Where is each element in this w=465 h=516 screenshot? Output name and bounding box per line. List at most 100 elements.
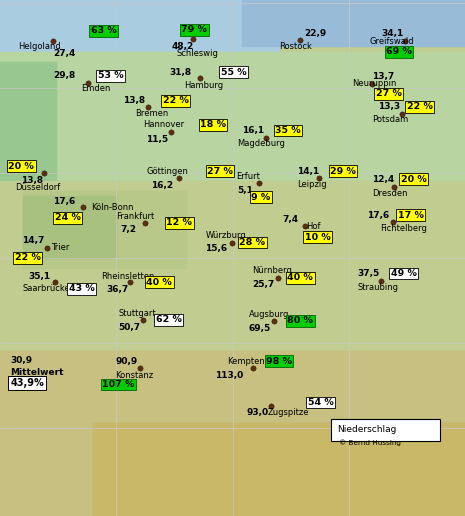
Text: 27,4: 27,4 [53,49,76,58]
Text: 27 %: 27 % [376,89,402,99]
Text: 28 %: 28 % [239,238,266,247]
Text: 16,1: 16,1 [242,126,264,135]
Text: © Bernd Hussing: © Bernd Hussing [339,439,400,445]
Text: 13,8: 13,8 [21,176,43,185]
Text: Göttingen: Göttingen [146,167,188,176]
Bar [46,52,465,165]
Text: 7,2: 7,2 [120,225,136,234]
Text: Augsburg: Augsburg [249,310,289,319]
Text: 13,8: 13,8 [123,96,146,105]
Text: Fichtelberg: Fichtelberg [380,224,427,233]
Text: 11,5: 11,5 [146,135,169,144]
Text: 40 %: 40 % [287,273,313,282]
Text: 93,0: 93,0 [246,408,269,417]
Text: 107 %: 107 % [102,380,135,389]
Text: 15,6: 15,6 [206,244,228,253]
Text: Erfurt: Erfurt [236,172,260,181]
Text: 29 %: 29 % [330,167,356,176]
Text: 79 %: 79 % [181,25,207,35]
Bar [116,0,279,52]
Text: 48,2: 48,2 [172,42,194,51]
Text: 30,9
Mittelwert: 30,9 Mittelwert [10,356,64,377]
Text: 7,4: 7,4 [283,215,299,224]
Text: 10 %: 10 % [305,233,330,242]
Text: 14,1: 14,1 [297,167,319,176]
Text: Hof: Hof [306,221,320,231]
Text: Würzburg: Würzburg [206,231,246,240]
Text: 22 %: 22 % [407,102,433,111]
Bar [0,181,465,361]
Text: 20 %: 20 % [401,174,426,184]
Text: 5,1: 5,1 [237,186,253,196]
Text: Schleswig: Schleswig [177,49,219,58]
Text: Köln-Bonn: Köln-Bonn [91,203,133,212]
Bar [242,0,465,46]
Text: 90,9: 90,9 [115,357,138,366]
Text: 13,7: 13,7 [372,72,394,81]
Text: 37,5: 37,5 [357,269,379,278]
Text: 53 %: 53 % [98,71,123,80]
Text: 69 %: 69 % [386,47,412,56]
Text: Emden: Emden [81,84,111,93]
Text: 69,5: 69,5 [249,324,271,333]
Text: 35,1: 35,1 [28,271,50,281]
Text: 98 %: 98 % [266,357,292,366]
Text: Straubing: Straubing [357,283,398,293]
Text: 17 %: 17 % [398,211,424,220]
Text: 22 %: 22 % [15,253,41,263]
Text: 9 %: 9 % [251,192,270,202]
Text: 24 %: 24 % [55,213,81,222]
Text: Niederschlag: Niederschlag [337,425,397,434]
Text: 14,7: 14,7 [22,236,45,246]
Bar [23,196,116,258]
Text: 18 %: 18 % [200,120,226,130]
Text: 113,0: 113,0 [215,370,243,380]
Text: 43 %: 43 % [69,284,94,294]
Text: 16,2: 16,2 [151,181,173,190]
Text: 63 %: 63 % [91,26,116,36]
Bar [23,191,186,268]
Text: Bremen: Bremen [135,109,168,118]
Text: Helgoland: Helgoland [19,42,61,51]
Text: Dresden: Dresden [372,189,407,198]
Text: Leipzig: Leipzig [297,180,326,189]
Text: Rheinsletten: Rheinsletten [101,271,155,281]
Text: 20 %: 20 % [8,162,34,171]
Text: Nürnberg: Nürnberg [252,266,292,276]
Text: Düsseldorf: Düsseldorf [15,183,60,192]
Text: Frankfurt: Frankfurt [116,212,154,221]
Text: 22 %: 22 % [163,96,189,105]
Text: 62 %: 62 % [156,315,182,325]
Bar [0,0,130,62]
Text: Magdeburg: Magdeburg [237,139,285,148]
Bar [0,62,56,206]
Text: 25,7: 25,7 [252,280,274,289]
Text: Rostock: Rostock [279,42,312,51]
Text: Stuttgart: Stuttgart [119,309,156,318]
Text: 43,9%: 43,9% [10,378,44,388]
Text: Hannover: Hannover [143,120,184,130]
Text: 12,4: 12,4 [372,174,394,184]
Text: 35 %: 35 % [275,126,301,135]
Bar [0,52,465,196]
Text: Zugspitze: Zugspitze [267,408,309,417]
Text: 50,7: 50,7 [119,322,141,332]
Text: 22,9: 22,9 [305,29,327,38]
Text: 40 %: 40 % [146,278,172,287]
Text: 36,7: 36,7 [106,285,128,295]
Text: Hamburg: Hamburg [184,80,223,90]
Text: Potsdam: Potsdam [372,115,408,124]
Text: 17,6: 17,6 [53,197,76,206]
Text: Kempten: Kempten [227,357,265,366]
Bar [331,419,440,441]
Text: Trier: Trier [51,243,70,252]
Text: 34,1: 34,1 [381,29,404,38]
Bar [93,423,465,516]
Text: Neuruppin: Neuruppin [352,79,396,88]
Text: 31,8: 31,8 [170,68,192,77]
Text: 17,6: 17,6 [367,211,390,220]
Bar [0,351,465,516]
Text: Konstanz: Konstanz [115,370,153,380]
Text: Greifswald: Greifswald [370,37,414,46]
Text: 12 %: 12 % [166,218,193,228]
